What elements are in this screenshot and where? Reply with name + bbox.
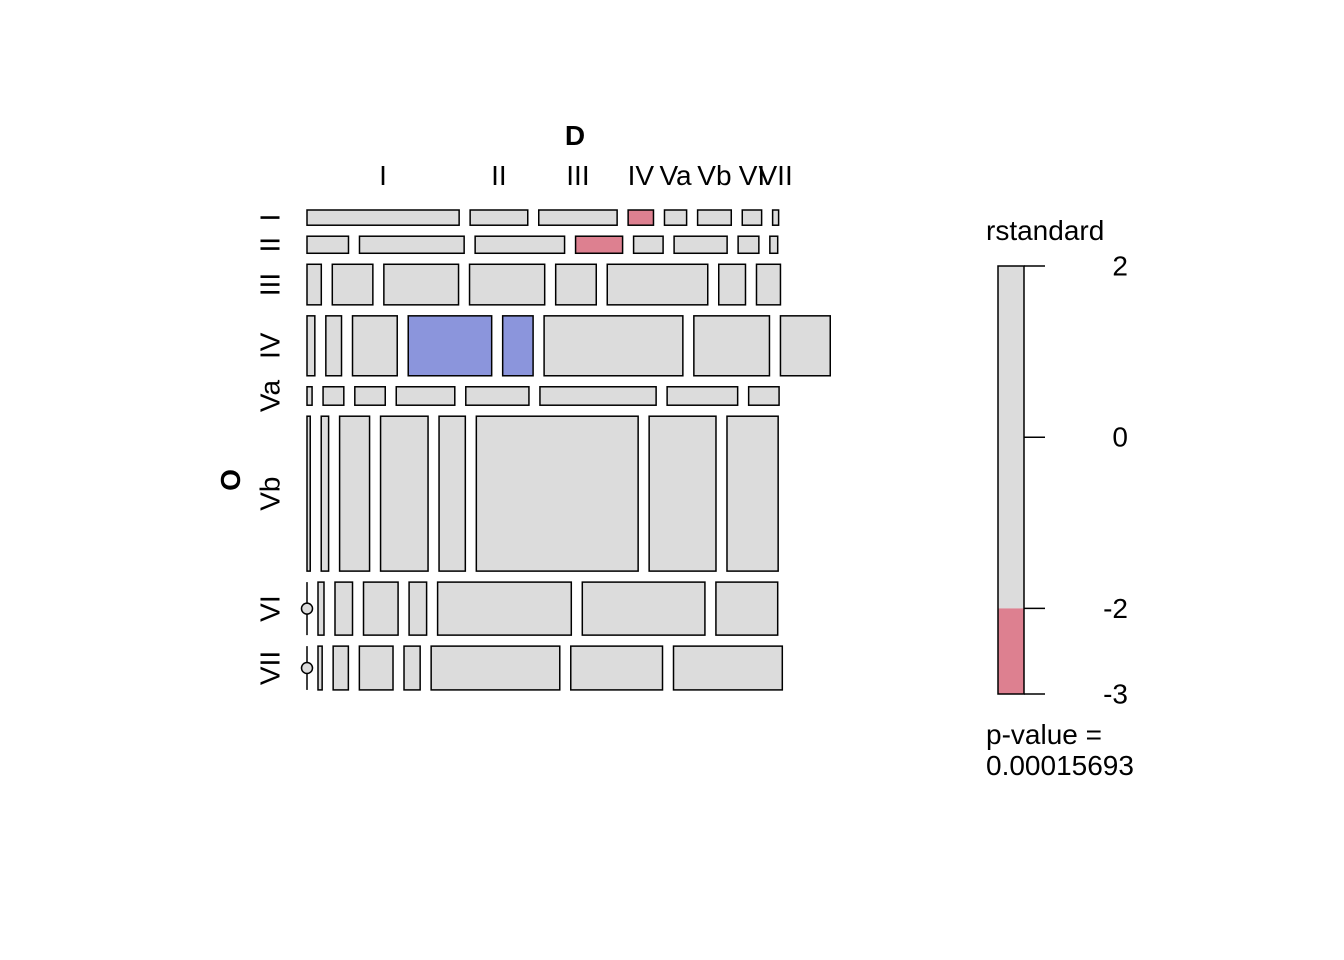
y-tick-label: Vb [255, 477, 286, 511]
mosaic-tile [755, 263, 782, 306]
mosaic-tile [395, 386, 456, 406]
mosaic-tile [358, 645, 394, 691]
mosaic-tile [306, 415, 311, 572]
mosaic-tile [779, 315, 831, 377]
mosaic-tile [408, 581, 428, 636]
mosaic-tile [468, 263, 546, 306]
legend-colorbar [997, 265, 1025, 695]
x-axis-title: D [565, 120, 585, 151]
mosaic-tile [606, 263, 709, 306]
y-tick-label: VII [255, 651, 286, 685]
mosaic-tile [332, 645, 350, 691]
mosaic-tile [666, 386, 739, 406]
mosaic-tile [379, 415, 429, 572]
mosaic-tile [438, 415, 467, 572]
mosaic-tile [362, 581, 399, 636]
legend-ticks: 2 0 -2 -3 [1024, 251, 1128, 710]
mosaic-tile [771, 209, 780, 226]
pvalue-label: p-value = [986, 719, 1102, 750]
mosaic-tile [581, 581, 706, 636]
mosaic-tile [672, 645, 784, 691]
y-tick-label: VI [255, 595, 286, 621]
mosaic-tile [696, 209, 733, 226]
mosaic-tile [403, 645, 421, 691]
mosaic-tile [538, 209, 618, 226]
mosaic-tile [747, 386, 780, 406]
legend-tick-label: 2 [1112, 251, 1128, 282]
x-tick-label: III [566, 160, 589, 191]
mosaic-tile [543, 315, 684, 377]
x-tick-label: VII [759, 160, 793, 191]
mosaic-tile [320, 415, 330, 572]
mosaic-tiles [300, 209, 831, 691]
mosaic-tile [322, 386, 345, 406]
mosaic-tile [351, 315, 398, 377]
mosaic-tile [436, 581, 573, 636]
x-tick-label: II [491, 160, 507, 191]
mosaic-tile [554, 263, 598, 306]
mosaic-tile [306, 386, 313, 406]
mosaic-tile [317, 645, 323, 691]
legend-frame [997, 265, 1025, 695]
mosaic-tile [306, 315, 316, 377]
x-tick-label: Vb [697, 160, 731, 191]
y-tick-label: II [255, 237, 286, 253]
mosaic-tile [358, 235, 465, 255]
zero-cell-marker [300, 661, 314, 675]
y-tick-label: I [255, 214, 286, 222]
mosaic-tile [693, 315, 771, 377]
mosaic-tile [741, 209, 763, 226]
mosaic-tile [338, 415, 371, 572]
mosaic-tile [354, 386, 386, 406]
mosaic-tile [632, 235, 664, 255]
y-axis-title: O [215, 469, 246, 491]
mosaic-tile [407, 315, 493, 377]
mosaic-tile [769, 235, 779, 255]
x-tick-label: IV [628, 160, 655, 191]
zero-cell-marker [300, 602, 314, 615]
mosaic-tile [715, 581, 779, 636]
legend-tick-label: -3 [1103, 679, 1128, 710]
mosaic-tile [306, 209, 460, 226]
x-tick-label: VI [739, 160, 765, 191]
mosaic-tile [475, 415, 639, 572]
mosaic-tile [718, 263, 747, 306]
mosaic-tile [317, 581, 325, 636]
mosaic-tile [673, 235, 728, 255]
mosaic-tile [306, 235, 350, 255]
mosaic-tile [430, 645, 561, 691]
x-tick-label: I [379, 160, 387, 191]
mosaic-tile [663, 209, 688, 226]
x-tick-label: Va [659, 160, 692, 191]
mosaic-tile [331, 263, 374, 306]
legend-title: rstandard [986, 215, 1104, 246]
mosaic-tile [574, 235, 624, 255]
mosaic-tile [469, 209, 529, 226]
y-tick-label: IV [255, 332, 286, 359]
mosaic-tile [737, 235, 760, 255]
mosaic-tile [648, 415, 717, 572]
y-tick-label: III [255, 273, 286, 296]
y-tick-label: Va [255, 379, 286, 412]
mosaic-tile [474, 235, 566, 255]
mosaic-tile [465, 386, 530, 406]
mosaic-tile [501, 315, 534, 377]
mosaic-tile [325, 315, 343, 377]
legend-negative-band [998, 608, 1024, 694]
mosaic-tile [627, 209, 655, 226]
mosaic-tile [726, 415, 779, 572]
mosaic-tile [383, 263, 460, 306]
legend: rstandard 2 0 -2 -3 p-value = 0.00015693 [986, 215, 1134, 781]
mosaic-tile [306, 263, 323, 306]
legend-neutral-band [998, 266, 1024, 609]
legend-tick-label: 0 [1112, 422, 1128, 453]
mosaic-tile [539, 386, 657, 406]
mosaic-tile [570, 645, 664, 691]
legend-tick-label: -2 [1103, 593, 1128, 624]
mosaic-tile [334, 581, 354, 636]
pvalue-value: 0.00015693 [986, 750, 1134, 781]
